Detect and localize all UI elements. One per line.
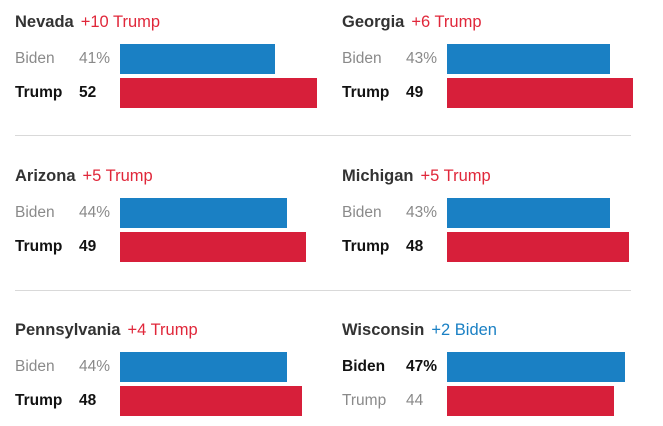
bar-arizona-trump [120, 232, 306, 262]
state-panel-pennsylvania: Pennsylvania +4 Trump Biden 44% Trump 48 [15, 312, 335, 422]
bar-arizona-biden [120, 198, 287, 228]
candidate-value: 43% [406, 50, 438, 67]
candidate-value: 49 [79, 238, 97, 255]
state-panel-arizona: Arizona +5 Trump Biden 44% Trump 49 [15, 158, 335, 268]
candidate-row: Trump 49 [15, 232, 335, 262]
candidate-value: 44 [406, 392, 424, 409]
panel-title: Arizona +5 Trump [15, 164, 153, 188]
bar-michigan-trump [447, 232, 629, 262]
state-name: Pennsylvania [15, 321, 121, 339]
bar-pennsylvania-trump [120, 386, 302, 416]
bar-nevada-biden [120, 44, 275, 74]
panel-title: Wisconsin +2 Biden [342, 318, 497, 342]
margin-label: +6 Trump [411, 13, 482, 31]
candidate-name: Biden [15, 204, 55, 221]
bar-michigan-biden [447, 198, 610, 228]
candidate-row: Trump 52 [15, 78, 335, 108]
state-panel-nevada: Nevada +10 Trump Biden 41% Trump 52 [15, 4, 335, 114]
candidate-name: Biden [342, 358, 386, 375]
bar-wisconsin-biden [447, 352, 625, 382]
candidate-name: Biden [15, 358, 55, 375]
bar-georgia-biden [447, 44, 610, 74]
candidate-name: Biden [342, 204, 382, 221]
state-panel-georgia: Georgia +6 Trump Biden 43% Trump 49 [342, 4, 662, 114]
margin-label: +2 Biden [431, 321, 497, 339]
margin-label: +4 Trump [127, 321, 198, 339]
state-name: Michigan [342, 167, 414, 185]
candidate-row: Biden 43% [342, 44, 662, 74]
candidate-name: Biden [15, 50, 55, 67]
candidate-value: 48 [79, 392, 97, 409]
candidate-value: 44% [79, 204, 111, 221]
candidate-value: 43% [406, 204, 438, 221]
candidate-name: Biden [342, 50, 382, 67]
state-name: Wisconsin [342, 321, 425, 339]
candidate-value: 47% [406, 358, 438, 375]
row-divider [15, 135, 631, 136]
panel-title: Michigan +5 Trump [342, 164, 491, 188]
state-name: Nevada [15, 13, 74, 31]
candidate-row: Trump 49 [342, 78, 662, 108]
candidate-value: 52 [79, 84, 97, 101]
bar-pennsylvania-biden [120, 352, 287, 382]
candidate-name: Trump [342, 84, 390, 101]
margin-label: +10 Trump [80, 13, 161, 31]
state-panel-michigan: Michigan +5 Trump Biden 43% Trump 48 [342, 158, 662, 268]
state-panel-wisconsin: Wisconsin +2 Biden Biden 47% Trump 44 [342, 312, 662, 422]
candidate-row: Trump 48 [342, 232, 662, 262]
candidate-row: Biden 47% [342, 352, 662, 382]
candidate-value: 44% [79, 358, 111, 375]
panel-title: Pennsylvania +4 Trump [15, 318, 198, 342]
bar-wisconsin-trump [447, 386, 614, 416]
candidate-row: Trump 48 [15, 386, 335, 416]
candidate-name: Trump [342, 238, 390, 255]
candidate-row: Biden 44% [15, 198, 335, 228]
candidate-row: Biden 41% [15, 44, 335, 74]
row-divider [15, 290, 631, 291]
panel-title: Nevada +10 Trump [15, 10, 160, 34]
candidate-name: Trump [15, 392, 63, 409]
candidate-value: 48 [406, 238, 424, 255]
candidate-name: Trump [15, 84, 63, 101]
candidate-row: Trump 44 [342, 386, 662, 416]
candidate-value: 41% [79, 50, 111, 67]
margin-label: +5 Trump [420, 167, 491, 185]
panel-title: Georgia +6 Trump [342, 10, 482, 34]
bar-georgia-trump [447, 78, 633, 108]
candidate-value: 49 [406, 84, 424, 101]
bar-nevada-trump [120, 78, 317, 108]
margin-label: +5 Trump [82, 167, 153, 185]
state-name: Arizona [15, 167, 76, 185]
candidate-row: Biden 43% [342, 198, 662, 228]
candidate-name: Trump [342, 392, 387, 409]
candidate-name: Trump [15, 238, 63, 255]
state-name: Georgia [342, 13, 405, 31]
candidate-row: Biden 44% [15, 352, 335, 382]
